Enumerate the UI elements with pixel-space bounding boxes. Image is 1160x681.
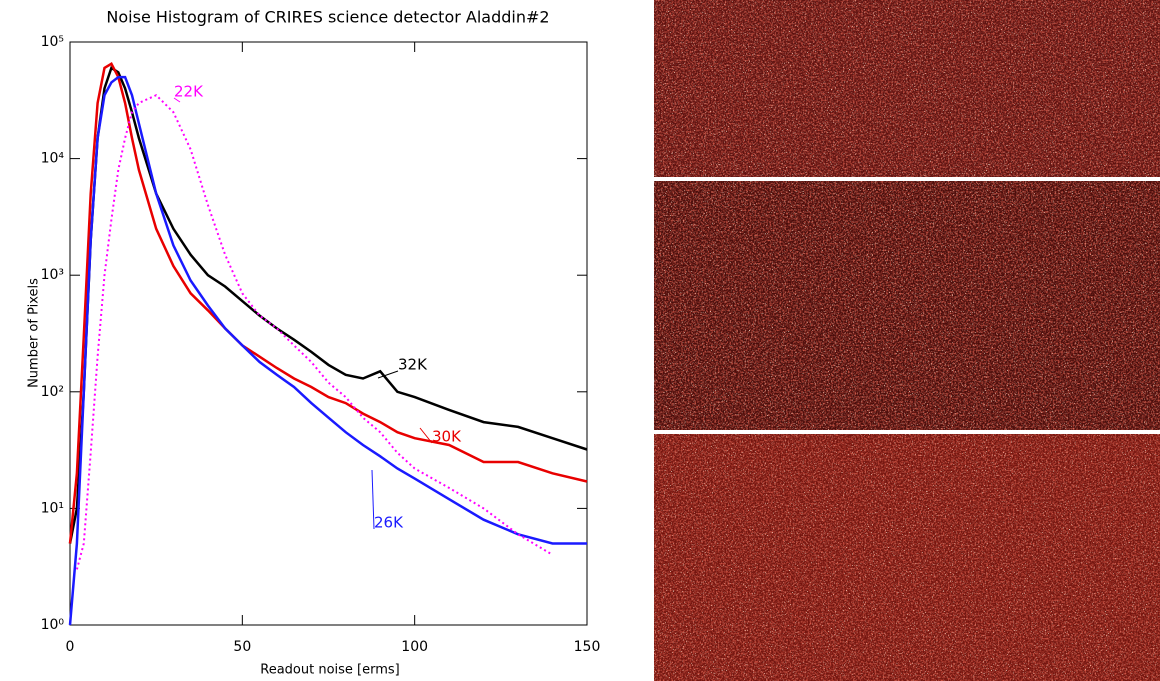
detector-specks bbox=[654, 0, 1160, 177]
y-tick-label: 10³ bbox=[41, 267, 64, 283]
plot-frame bbox=[69, 41, 588, 626]
x-tick-label: 50 bbox=[233, 639, 251, 655]
x-tick-label: 100 bbox=[401, 639, 428, 655]
y-axis-label: Number of Pixels bbox=[27, 278, 42, 388]
label-leader bbox=[371, 469, 375, 530]
y-tick-label: 10¹ bbox=[41, 500, 64, 516]
chart-title: Noise Histogram of CRIRES science detect… bbox=[106, 8, 549, 27]
y-tick-label: 10⁴ bbox=[41, 151, 65, 167]
series-line bbox=[68, 75, 587, 626]
detector-specks bbox=[654, 434, 1160, 681]
label-leader bbox=[377, 370, 399, 379]
x-tick-label: 150 bbox=[574, 639, 601, 655]
detector-images bbox=[654, 0, 1160, 681]
series-line bbox=[68, 65, 588, 544]
x-axis-label: Readout noise [erms] bbox=[260, 663, 400, 678]
y-tick-label: 10⁵ bbox=[41, 34, 64, 50]
label-leader bbox=[419, 427, 433, 444]
label-leader bbox=[173, 97, 181, 103]
series-line bbox=[68, 62, 588, 544]
series-label: 30K bbox=[432, 428, 462, 446]
series-label: 26K bbox=[374, 514, 404, 532]
x-tick-label: 0 bbox=[66, 639, 75, 655]
y-tick-label: 10² bbox=[41, 384, 64, 400]
detector-specks bbox=[654, 181, 1160, 430]
chart: Noise Histogram of CRIRES science detect… bbox=[27, 8, 588, 678]
series-label: 22K bbox=[174, 83, 204, 101]
series-label: 32K bbox=[398, 356, 428, 374]
y-tick-label: 10⁰ bbox=[41, 617, 65, 633]
